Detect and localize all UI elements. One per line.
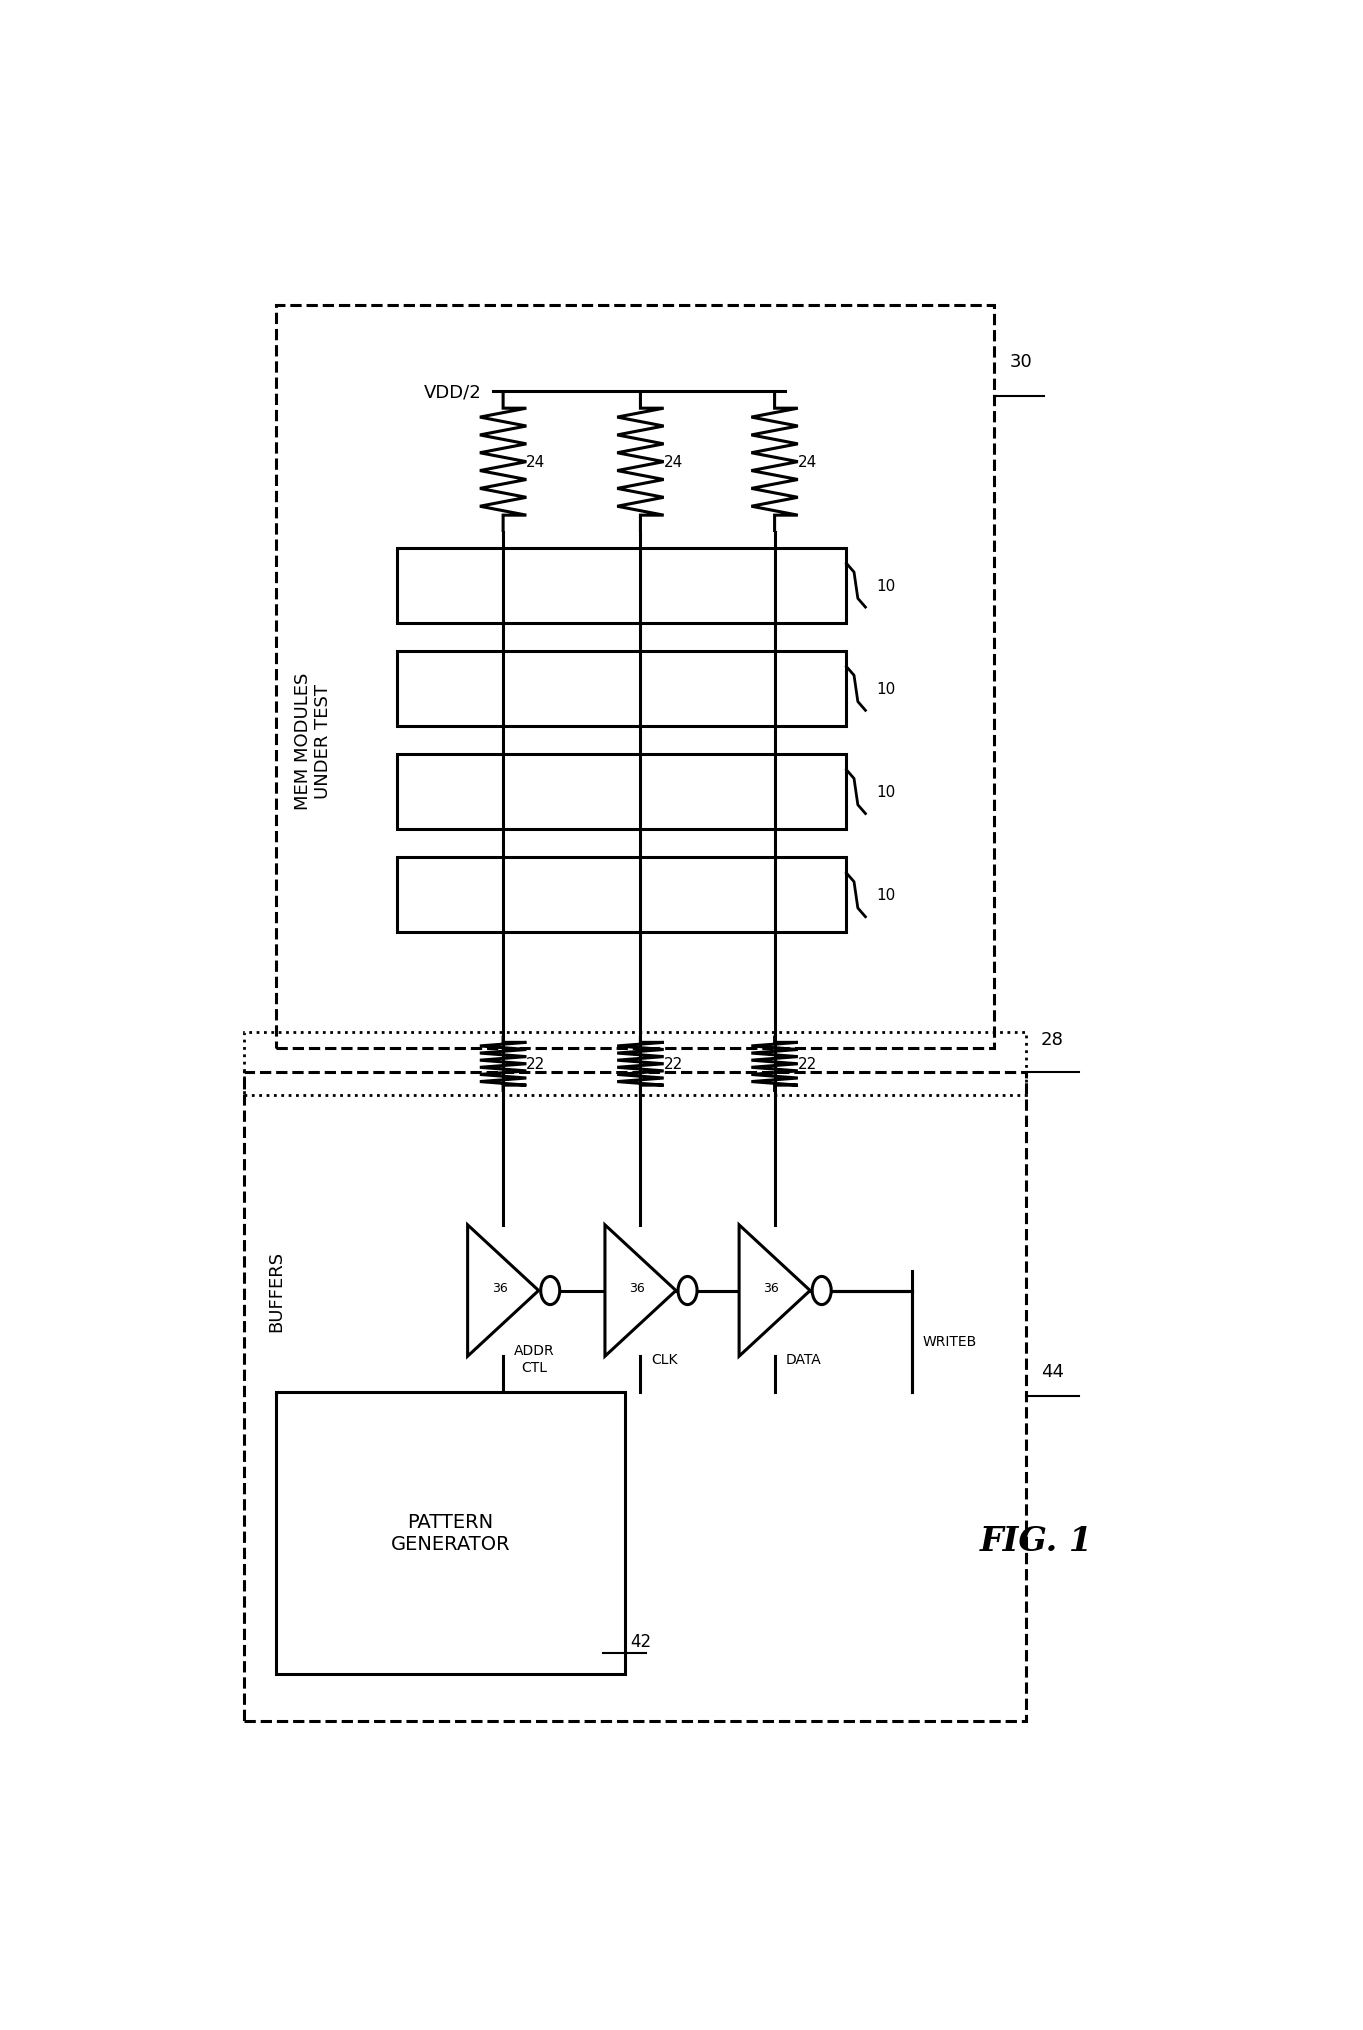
Text: CLK: CLK [652,1352,677,1366]
Text: 24: 24 [664,455,683,469]
Text: 30: 30 [1010,353,1032,371]
Bar [398,652,846,727]
Text: 42: 42 [630,1632,652,1650]
Bar [398,548,846,623]
Text: VDD/2: VDD/2 [424,384,483,402]
Text: WRITEB: WRITEB [923,1334,977,1348]
Text: DATA: DATA [785,1352,821,1366]
Text: 24: 24 [526,455,545,469]
Text: 22: 22 [526,1058,545,1072]
Circle shape [541,1277,560,1305]
Circle shape [677,1277,696,1305]
Bar [275,1393,624,1675]
Text: 36: 36 [628,1281,645,1295]
Bar [398,755,846,830]
Bar [244,1072,1026,1721]
Text: FIG. 1: FIG. 1 [980,1525,1093,1557]
Polygon shape [468,1226,538,1356]
Text: 44: 44 [1041,1362,1065,1380]
Text: 36: 36 [492,1281,507,1295]
Text: 10: 10 [876,579,895,593]
Circle shape [812,1277,831,1305]
Polygon shape [739,1226,810,1356]
Text: 22: 22 [797,1058,816,1072]
Text: 28: 28 [1041,1031,1065,1050]
Text: ADDR
CTL: ADDR CTL [514,1344,555,1374]
Text: 10: 10 [876,786,895,800]
Text: BUFFERS: BUFFERS [267,1250,285,1332]
Bar [275,307,995,1050]
Text: 36: 36 [763,1281,778,1295]
Text: PATTERN
GENERATOR: PATTERN GENERATOR [390,1512,510,1553]
Bar [244,1033,1026,1096]
Text: 10: 10 [876,682,895,696]
Text: MEM MODULES
UNDER TEST: MEM MODULES UNDER TEST [293,672,333,810]
Text: 10: 10 [876,887,895,903]
Bar [398,859,846,934]
Text: 22: 22 [664,1058,683,1072]
Text: 24: 24 [797,455,816,469]
Polygon shape [605,1226,676,1356]
